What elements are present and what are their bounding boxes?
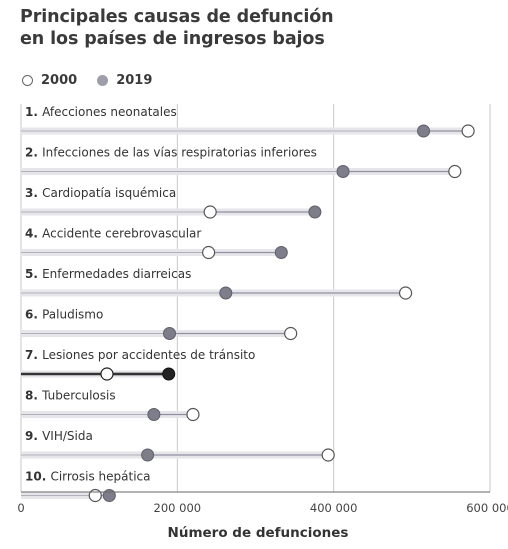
category-row: 7. Lesiones por accidentes de tránsito (21, 348, 255, 381)
dot-2019 (336, 165, 350, 178)
dot-2000 (398, 286, 413, 300)
category-name: Enfermedades diarreicas (42, 267, 191, 281)
category-label: 3. Cardiopatía isquémica (25, 186, 176, 200)
category-name: Cardiopatía isquémica (42, 186, 176, 200)
dot-2000 (448, 164, 462, 179)
chart-legend: 2000 2019 (22, 71, 172, 89)
category-rank: 8. (25, 389, 42, 403)
category-name: Accidente cerebrovascular (42, 227, 201, 241)
category-row: 2. Infecciones de las vías respiratorias… (21, 146, 462, 179)
category-label: 4. Accidente cerebrovascular (25, 227, 201, 241)
dot-2019 (102, 489, 116, 502)
dot-2000 (202, 245, 216, 260)
category-rank: 5. (25, 267, 42, 281)
dot-2000 (100, 367, 114, 381)
category-rank: 10. (25, 470, 50, 484)
legend-item-2019[interactable]: 2019 (97, 73, 152, 88)
legend-item-2000[interactable]: 2000 (22, 73, 77, 88)
category-row: 8. Tuberculosis (21, 389, 200, 422)
category-rank: 1. (25, 105, 42, 119)
category-row: 10. Cirrosis hepática (21, 470, 151, 503)
category-name: Paludismo (42, 308, 103, 322)
category-rank: 2. (25, 146, 42, 160)
category-row: 9. VIH/Sida (21, 429, 335, 462)
legend-marker-2019 (97, 74, 109, 86)
category-rank: 9. (25, 429, 42, 443)
dot-2019 (162, 367, 176, 381)
category-label: 5. Enfermedades diarreicas (25, 267, 191, 281)
dot-2000 (88, 488, 102, 503)
category-row: 4. Accidente cerebrovascular (21, 227, 288, 260)
category-rank: 4. (25, 227, 42, 241)
category-name: Cirrosis hepática (50, 470, 150, 484)
dot-2019 (417, 124, 431, 138)
category-label: 1. Afecciones neonatales (25, 105, 177, 119)
category-name: Tuberculosis (41, 389, 116, 403)
dot-2019 (141, 448, 155, 462)
dot-2019 (308, 205, 322, 219)
category-rank: 6. (25, 308, 42, 322)
legend-label-2000: 2000 (41, 72, 78, 88)
legend-marker-2000 (22, 74, 33, 86)
category-label: 10. Cirrosis hepática (25, 470, 151, 484)
x-tick-label: 0 (17, 501, 24, 515)
category-label: 6. Paludismo (25, 308, 103, 322)
category-label: 2. Infecciones de las vías respiratorias… (25, 146, 317, 160)
dot-2000 (186, 407, 200, 422)
x-axis-title: Número de defunciones (168, 525, 349, 541)
dot-2019 (274, 246, 288, 259)
category-name: Afecciones neonatales (42, 105, 177, 119)
category-row: 6. Paludismo (21, 308, 298, 341)
chart-title-line-1: Principales causas de defunción (20, 7, 334, 27)
category-label: 7. Lesiones por accidentes de tránsito (25, 348, 255, 362)
category-rank: 3. (25, 186, 42, 200)
dot-2000 (321, 448, 335, 462)
category-name: VIH/Sida (42, 429, 93, 443)
category-row: 3. Cardiopatía isquémica (21, 186, 322, 219)
category-name: Infecciones de las vías respiratorias in… (42, 146, 317, 160)
dot-2019 (163, 327, 177, 340)
x-tick-label: 600 000 (466, 501, 508, 515)
category-label: 9. VIH/Sida (25, 429, 93, 443)
category-name: Lesiones por accidentes de tránsito (42, 348, 255, 362)
dot-2000 (284, 326, 298, 341)
category-rank: 7. (25, 348, 42, 362)
x-tick-label: 400 000 (310, 501, 358, 515)
category-row: 5. Enfermedades diarreicas (21, 267, 413, 300)
category-label: 8. Tuberculosis (25, 389, 116, 403)
x-tick-label: 200 000 (154, 501, 202, 515)
dot-2000 (203, 205, 217, 219)
dot-2019 (219, 286, 233, 300)
dot-2000 (461, 124, 475, 138)
chart-title-line-2: en los países de ingresos bajos (20, 29, 325, 49)
dot-2019 (147, 408, 161, 421)
category-row: 1. Afecciones neonatales (21, 105, 475, 138)
legend-label-2019: 2019 (116, 72, 153, 88)
chart-title: Principales causas de defunción en los p… (20, 6, 334, 50)
